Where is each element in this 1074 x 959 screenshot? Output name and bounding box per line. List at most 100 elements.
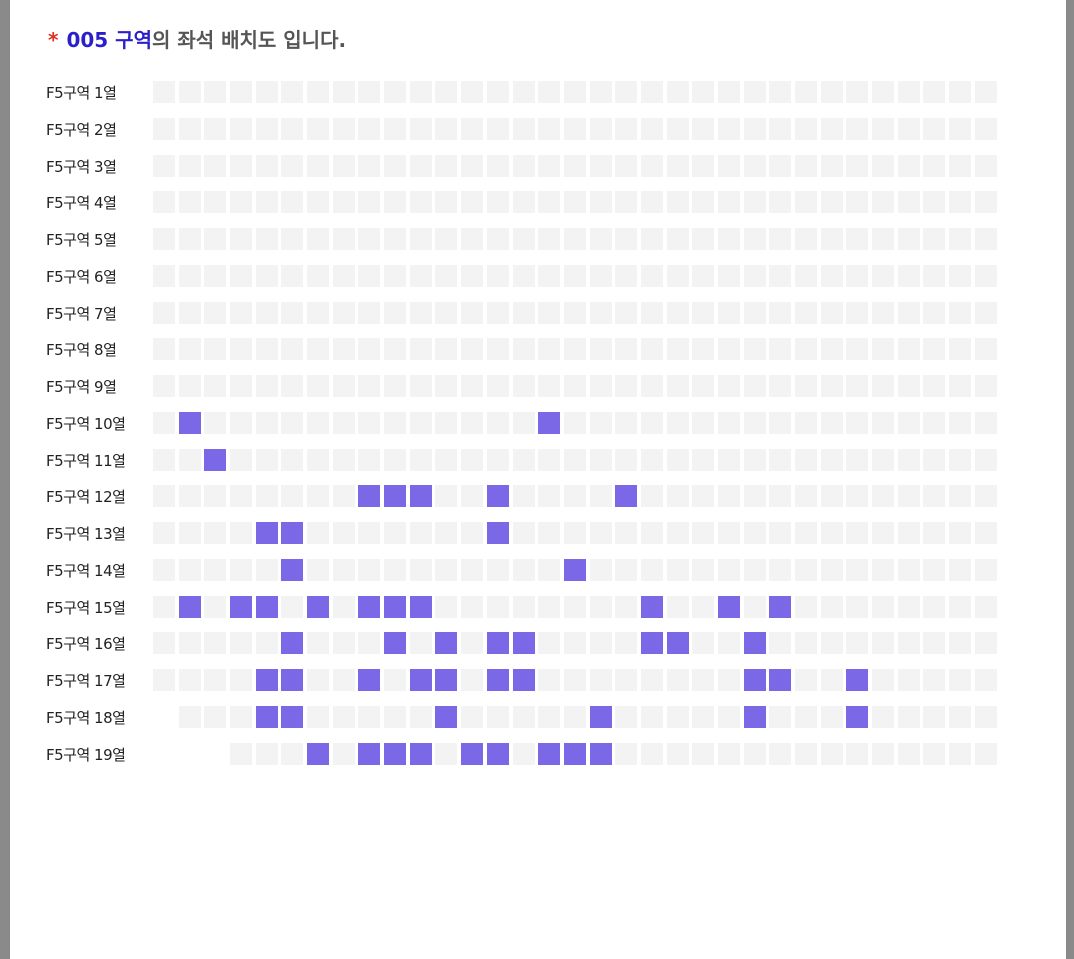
seat	[795, 338, 817, 361]
available-seat[interactable]	[461, 742, 484, 765]
available-seat[interactable]	[769, 595, 792, 618]
seat	[769, 301, 792, 324]
available-seat[interactable]	[435, 705, 458, 728]
seat	[204, 375, 227, 397]
seat	[384, 338, 407, 361]
seat	[897, 301, 920, 324]
available-seat[interactable]	[384, 485, 407, 508]
seat	[512, 154, 535, 177]
seat	[461, 522, 484, 544]
available-seat[interactable]	[307, 595, 330, 618]
available-seat[interactable]	[255, 595, 278, 618]
available-seat[interactable]	[409, 595, 432, 618]
seat	[820, 81, 843, 103]
seat	[795, 117, 817, 140]
seat	[717, 522, 740, 544]
seat	[486, 411, 509, 434]
seat	[230, 81, 253, 103]
available-seat[interactable]	[486, 485, 509, 508]
seat	[563, 669, 586, 691]
available-seat[interactable]	[769, 669, 792, 691]
available-seat[interactable]	[486, 742, 509, 765]
available-seat[interactable]	[743, 705, 766, 728]
seat	[307, 411, 330, 434]
seat	[358, 632, 381, 655]
available-seat[interactable]	[486, 669, 509, 691]
seat	[949, 558, 972, 581]
available-seat[interactable]	[538, 742, 561, 765]
available-seat[interactable]	[846, 669, 869, 691]
seat	[923, 154, 946, 177]
available-seat[interactable]	[409, 669, 432, 691]
available-seat[interactable]	[615, 485, 638, 508]
seat	[538, 191, 561, 214]
seat	[949, 485, 972, 508]
seat	[461, 448, 484, 471]
available-seat[interactable]	[409, 485, 432, 508]
available-seat[interactable]	[666, 632, 689, 655]
available-seat[interactable]	[538, 411, 561, 434]
seat	[358, 81, 381, 103]
available-seat[interactable]	[512, 632, 535, 655]
available-seat[interactable]	[281, 522, 304, 544]
available-seat[interactable]	[307, 742, 330, 765]
available-seat[interactable]	[204, 448, 227, 471]
available-seat[interactable]	[486, 632, 509, 655]
available-seat[interactable]	[281, 558, 304, 581]
available-seat[interactable]	[230, 595, 253, 618]
available-seat[interactable]	[589, 742, 612, 765]
seat	[332, 191, 355, 214]
available-seat[interactable]	[640, 595, 663, 618]
available-seat[interactable]	[384, 595, 407, 618]
row-label: F5구역 7열	[46, 304, 117, 323]
seat	[589, 154, 612, 177]
seat	[178, 485, 201, 508]
seat	[615, 522, 638, 544]
seat	[178, 81, 201, 103]
available-seat[interactable]	[358, 485, 381, 508]
seat	[692, 485, 715, 508]
seat	[332, 154, 355, 177]
seat	[178, 264, 201, 287]
available-seat[interactable]	[409, 742, 432, 765]
seat	[384, 228, 407, 250]
available-seat[interactable]	[435, 632, 458, 655]
seat	[204, 705, 227, 728]
seat	[974, 485, 997, 508]
available-seat[interactable]	[384, 742, 407, 765]
available-seat[interactable]	[281, 669, 304, 691]
available-seat[interactable]	[512, 669, 535, 691]
available-seat[interactable]	[358, 742, 381, 765]
available-seat[interactable]	[255, 522, 278, 544]
available-seat[interactable]	[178, 595, 201, 618]
available-seat[interactable]	[486, 522, 509, 544]
available-seat[interactable]	[358, 595, 381, 618]
available-seat[interactable]	[589, 705, 612, 728]
seat	[743, 191, 766, 214]
seat	[666, 81, 689, 103]
available-seat[interactable]	[435, 669, 458, 691]
available-seat[interactable]	[846, 705, 869, 728]
available-seat[interactable]	[384, 632, 407, 655]
available-seat[interactable]	[563, 558, 586, 581]
available-seat[interactable]	[743, 632, 766, 655]
seat	[589, 632, 612, 655]
available-seat[interactable]	[717, 595, 740, 618]
seat	[897, 669, 920, 691]
available-seat[interactable]	[640, 632, 663, 655]
available-seat[interactable]	[358, 669, 381, 691]
available-seat[interactable]	[563, 742, 586, 765]
available-seat[interactable]	[178, 411, 201, 434]
available-seat[interactable]	[281, 705, 304, 728]
available-seat[interactable]	[255, 669, 278, 691]
seat	[615, 448, 638, 471]
seat	[666, 154, 689, 177]
seat	[307, 81, 330, 103]
available-seat[interactable]	[743, 669, 766, 691]
seat	[769, 448, 792, 471]
seat	[230, 411, 253, 434]
available-seat[interactable]	[255, 705, 278, 728]
seat	[281, 81, 304, 103]
seat	[435, 595, 458, 618]
available-seat[interactable]	[281, 632, 304, 655]
